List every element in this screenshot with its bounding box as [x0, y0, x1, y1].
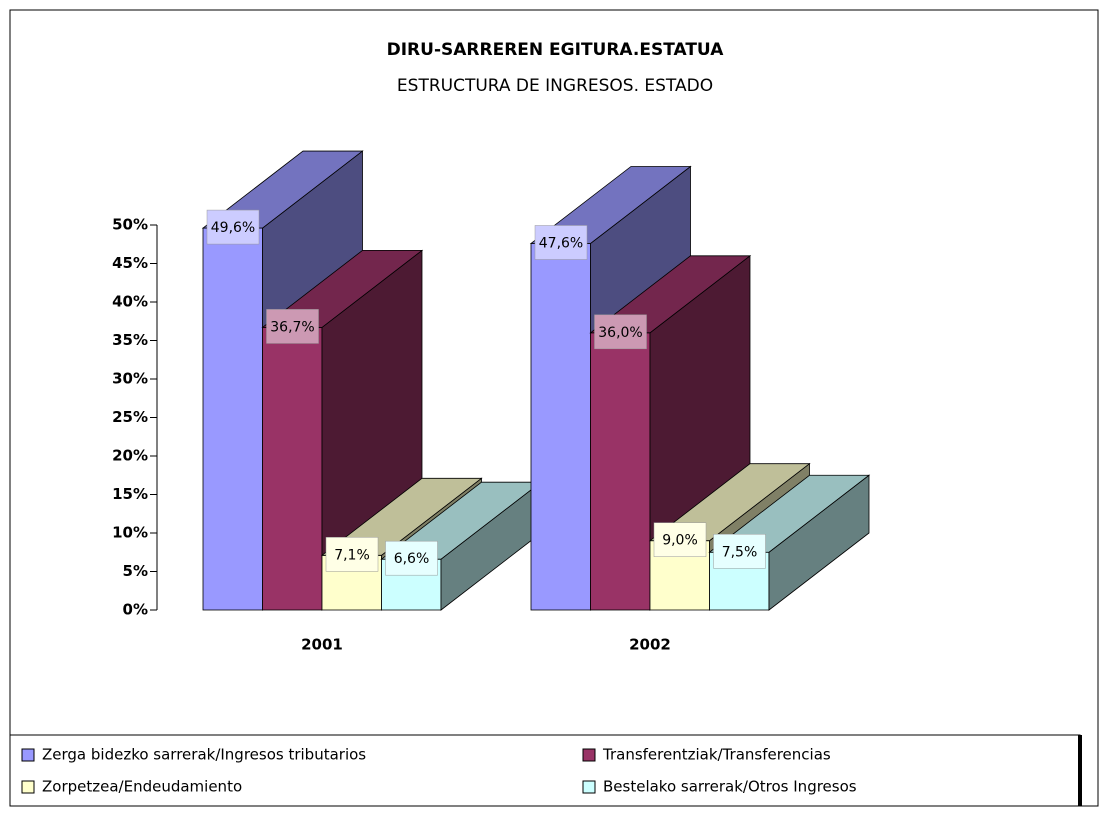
y-tick-label: 10% — [112, 524, 148, 542]
data-label: 6,6% — [394, 551, 430, 567]
data-label-box — [594, 314, 647, 350]
data-label-box — [713, 534, 766, 569]
y-tick-label: 30% — [112, 370, 148, 388]
y-tick-label: 5% — [123, 562, 148, 580]
legend-label: Bestelako sarrerak/Otros Ingresos — [603, 778, 857, 796]
y-tick-label: 40% — [112, 293, 148, 311]
legend-swatch — [582, 780, 596, 794]
data-label-box — [206, 209, 260, 245]
data-label: 36,0% — [598, 325, 642, 341]
y-tick-label: 0% — [123, 601, 148, 619]
data-label-box — [385, 540, 438, 576]
x-tick-label: 2002 — [629, 636, 671, 654]
data-label: 7,5% — [722, 544, 758, 560]
data-label: 7,1% — [334, 547, 370, 563]
x-tick-label: 2001 — [301, 636, 343, 654]
y-tick-label: 15% — [112, 485, 148, 503]
legend-label: Zerga bidezko sarrerak/Ingresos tributar… — [42, 746, 366, 764]
y-tick-label: 25% — [112, 408, 148, 426]
data-label: 9,0% — [662, 533, 698, 549]
legend-swatch — [582, 748, 596, 762]
bar — [202, 227, 263, 611]
data-label: 47,6% — [539, 235, 583, 251]
legend-swatch — [21, 780, 35, 794]
y-tick-label: 45% — [112, 254, 148, 272]
data-label-box — [653, 522, 707, 557]
data-label-box — [266, 309, 319, 344]
y-tick-label: 35% — [112, 331, 148, 349]
legend-label: Zorpetzea/Endeudamiento — [42, 778, 242, 796]
legend-box — [9, 734, 1081, 807]
y-tick-label: 20% — [112, 447, 148, 465]
legend-label: Transferentziak/Transferencias — [602, 746, 831, 764]
data-label-box — [534, 225, 588, 260]
data-label-box — [325, 537, 379, 572]
bar — [590, 332, 651, 611]
chart-subtitle: ESTRUCTURA DE INGRESOS. ESTADO — [397, 76, 713, 96]
bar — [530, 243, 591, 611]
chart-title: DIRU-SARREREN EGITURA.ESTATUA — [387, 40, 725, 60]
y-tick-label: 50% — [112, 216, 148, 234]
data-label: 36,7% — [270, 319, 314, 335]
data-label: 49,6% — [211, 220, 255, 236]
bar — [262, 327, 323, 611]
legend-swatch — [21, 748, 35, 762]
